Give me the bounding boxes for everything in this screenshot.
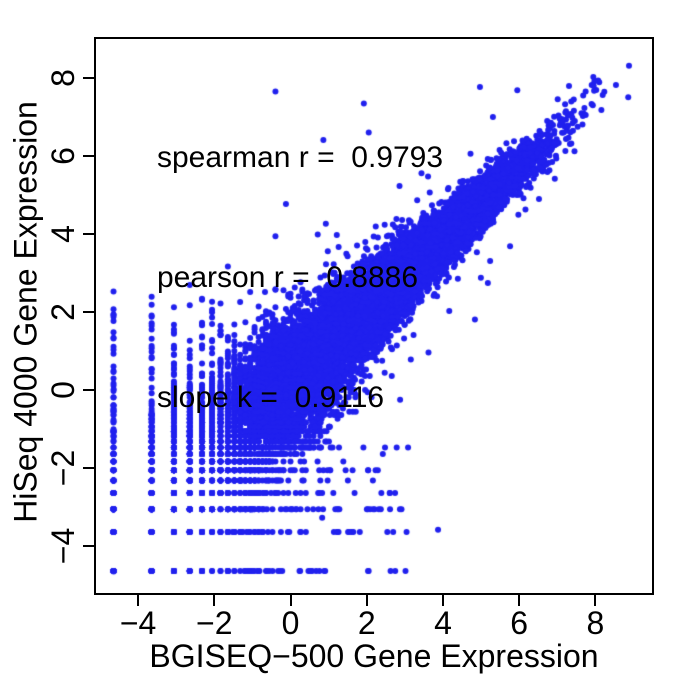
- x-axis-title: BGISEQ−500 Gene Expression: [149, 638, 599, 674]
- y-axis-title: HiSeq 4000 Gene Expression: [7, 101, 44, 523]
- y-tick-label: 8: [45, 69, 81, 88]
- y-tick-label: 4: [45, 225, 81, 243]
- y-tick-label: −2: [45, 449, 81, 487]
- y-tick-mark: [83, 233, 94, 236]
- pearson-r-text: pearson r = 0.8886: [157, 261, 419, 294]
- x-tick-mark: [518, 595, 521, 606]
- y-tick-label: 0: [45, 381, 81, 399]
- y-tick-mark: [83, 77, 94, 80]
- x-tick-mark: [137, 595, 140, 606]
- x-tick-label: −4: [119, 605, 157, 641]
- x-tick-mark: [365, 595, 368, 606]
- y-tick-mark: [83, 388, 94, 391]
- x-tick-mark: [441, 595, 444, 606]
- x-tick-label: −2: [196, 605, 233, 641]
- x-tick-mark: [289, 595, 292, 606]
- x-tick-label: 0: [281, 605, 300, 641]
- x-tick-label: 8: [586, 605, 605, 641]
- y-tick-label: 6: [45, 147, 81, 165]
- y-tick-label: −4: [45, 527, 81, 565]
- y-tick-mark: [83, 155, 94, 158]
- spearman-r-text: spearman r = 0.9793: [157, 141, 444, 174]
- stats-annotation: spearman r = 0.9793 pearson r = 0.8886 s…: [157, 58, 443, 498]
- x-tick-mark: [213, 595, 216, 606]
- y-tick-mark: [83, 466, 94, 469]
- x-tick-label: 2: [357, 605, 376, 641]
- y-tick-mark: [83, 544, 94, 547]
- slope-k-text: slope k = 0.9116: [157, 381, 385, 414]
- x-tick-mark: [594, 595, 597, 606]
- y-tick-label: 2: [45, 303, 81, 321]
- x-tick-label: 6: [510, 605, 529, 641]
- y-tick-mark: [83, 310, 94, 313]
- x-tick-label: 4: [434, 605, 452, 641]
